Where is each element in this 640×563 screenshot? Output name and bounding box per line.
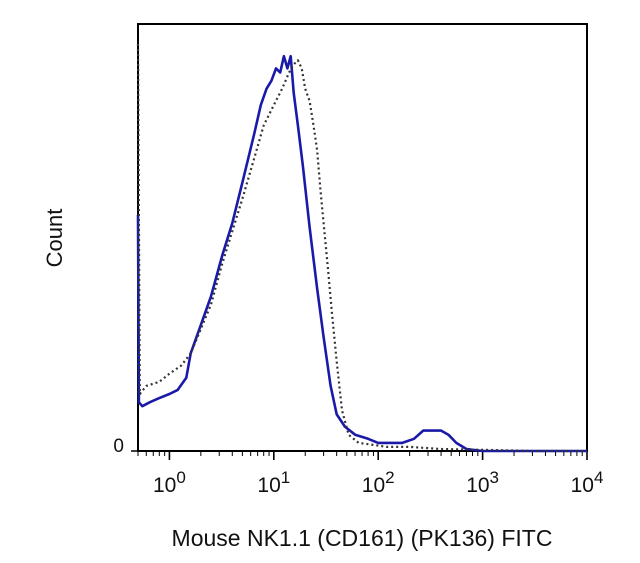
series-solid-line: [136, 54, 587, 453]
x-tick-label: 102: [362, 468, 395, 497]
x-tick-label: 101: [257, 468, 290, 497]
y-axis-label: Count: [42, 209, 67, 268]
plot-frame: [137, 23, 588, 452]
y-tick-label: 0: [113, 436, 124, 457]
y-axis-ticks: 0: [113, 436, 138, 457]
x-tick-label: 104: [571, 468, 604, 497]
series-layer: [136, 43, 587, 453]
x-axis-ticks: 100 101 102 103 104: [137, 451, 604, 497]
x-axis-label: Mouse NK1.1 (CD161) (PK136) FITC: [172, 525, 553, 551]
series-dotted-line: [136, 43, 587, 453]
x-tick-label: 100: [153, 468, 186, 497]
x-tick-label: 103: [466, 468, 499, 497]
